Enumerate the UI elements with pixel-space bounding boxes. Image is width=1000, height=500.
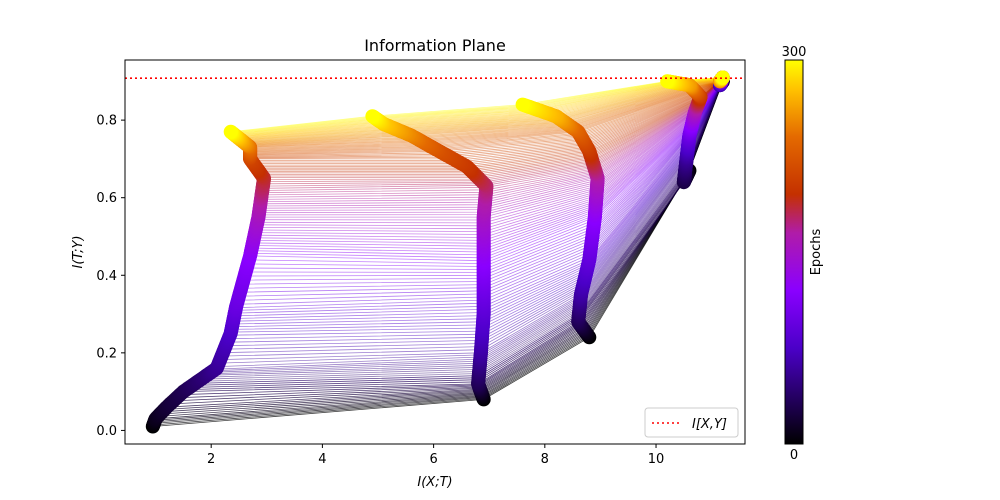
layer-1-point xyxy=(223,124,238,139)
colorbar-min-label: 0 xyxy=(790,448,798,463)
layer-3-point xyxy=(515,97,530,112)
layer-5-point xyxy=(715,70,730,85)
plot-area xyxy=(124,59,746,445)
x-tick-label: 10 xyxy=(648,452,665,467)
chart-title: Information Plane xyxy=(364,36,506,55)
legend: I[X,Y] xyxy=(644,407,739,438)
plot-frame xyxy=(124,59,746,445)
x-axis-label: I(X;T) xyxy=(417,475,452,490)
layer-2-point xyxy=(365,109,380,124)
y-tick-label: 0.0 xyxy=(96,424,117,439)
y-tick-label: 0.4 xyxy=(96,269,117,284)
y-tick-label: 0.8 xyxy=(96,114,117,129)
y-tick-label: 0.6 xyxy=(96,191,117,206)
legend-box xyxy=(644,407,739,438)
colorbar: 300 0 Epochs xyxy=(782,45,824,463)
x-tick-label: 6 xyxy=(429,452,437,467)
x-tick-label: 2 xyxy=(207,452,215,467)
data-markers xyxy=(145,70,730,434)
y-tick-label: 0.2 xyxy=(96,346,117,361)
x-tick-label: 4 xyxy=(318,452,326,467)
legend-label: I[X,Y] xyxy=(692,417,727,432)
colorbar-max-label: 300 xyxy=(782,45,807,60)
x-tick-label: 8 xyxy=(541,452,549,467)
colorbar-gradient xyxy=(784,59,804,445)
layer-4-point xyxy=(660,74,675,89)
y-axis: 0.0 0.2 0.4 0.6 0.8 xyxy=(96,114,125,439)
y-axis-label: I(T;Y) xyxy=(71,235,86,268)
x-axis: 2 4 6 8 10 xyxy=(207,444,664,467)
colorbar-label: Epochs xyxy=(809,228,824,275)
